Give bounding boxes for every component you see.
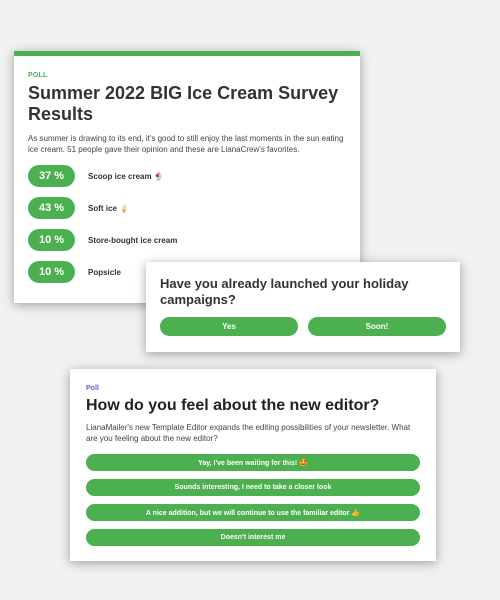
poll-option-button[interactable]: Doesn't interest me [86, 529, 420, 546]
result-label: Store-bought ice cream [88, 235, 178, 245]
editor-poll-question: How do you feel about the new editor? [86, 397, 380, 414]
result-percent-badge: 10 % [28, 229, 75, 251]
yes-button[interactable]: Yes [160, 317, 298, 336]
holiday-poll-question: Have you already launched your holiday c… [160, 276, 409, 307]
result-label: Scoop ice cream 🍨 [88, 171, 164, 181]
result-percent-badge: 37 % [28, 165, 75, 187]
editor-poll-card: Poll How do you feel about the new edito… [70, 369, 436, 561]
poll-option-button[interactable]: Sounds interesting, I need to take a clo… [86, 479, 420, 496]
result-label: Soft ice 🍦 [88, 203, 130, 213]
survey-results-card: POLL Summer 2022 BIG Ice Cream Survey Re… [14, 51, 360, 303]
result-row: 10 % Store-bought ice cream [28, 229, 346, 251]
poll-option-button[interactable]: A nice addition, but we will continue to… [86, 504, 420, 521]
result-label: Popsicle [88, 267, 121, 277]
result-row: 43 % Soft ice 🍦 [28, 197, 346, 219]
poll-tag: POLL [28, 72, 48, 79]
result-percent-badge: 43 % [28, 197, 75, 219]
result-row: 37 % Scoop ice cream 🍨 [28, 165, 346, 187]
poll-tag: Poll [86, 385, 99, 392]
result-row: 10 % Popsicle [28, 261, 346, 283]
soon-button[interactable]: Soon! [308, 317, 446, 336]
holiday-poll-buttons: Yes Soon! [160, 317, 446, 336]
editor-poll-description: LianaMailer's new Template Editor expand… [86, 423, 411, 443]
result-percent-badge: 10 % [28, 261, 75, 283]
poll-option-button[interactable]: Yay, I've been waiting for this! 🤩 [86, 454, 420, 471]
survey-title: Summer 2022 BIG Ice Cream Survey Results [28, 83, 339, 124]
holiday-campaign-poll-card: Have you already launched your holiday c… [146, 262, 460, 352]
survey-description: As summer is drawing to its end, it's go… [28, 134, 344, 154]
